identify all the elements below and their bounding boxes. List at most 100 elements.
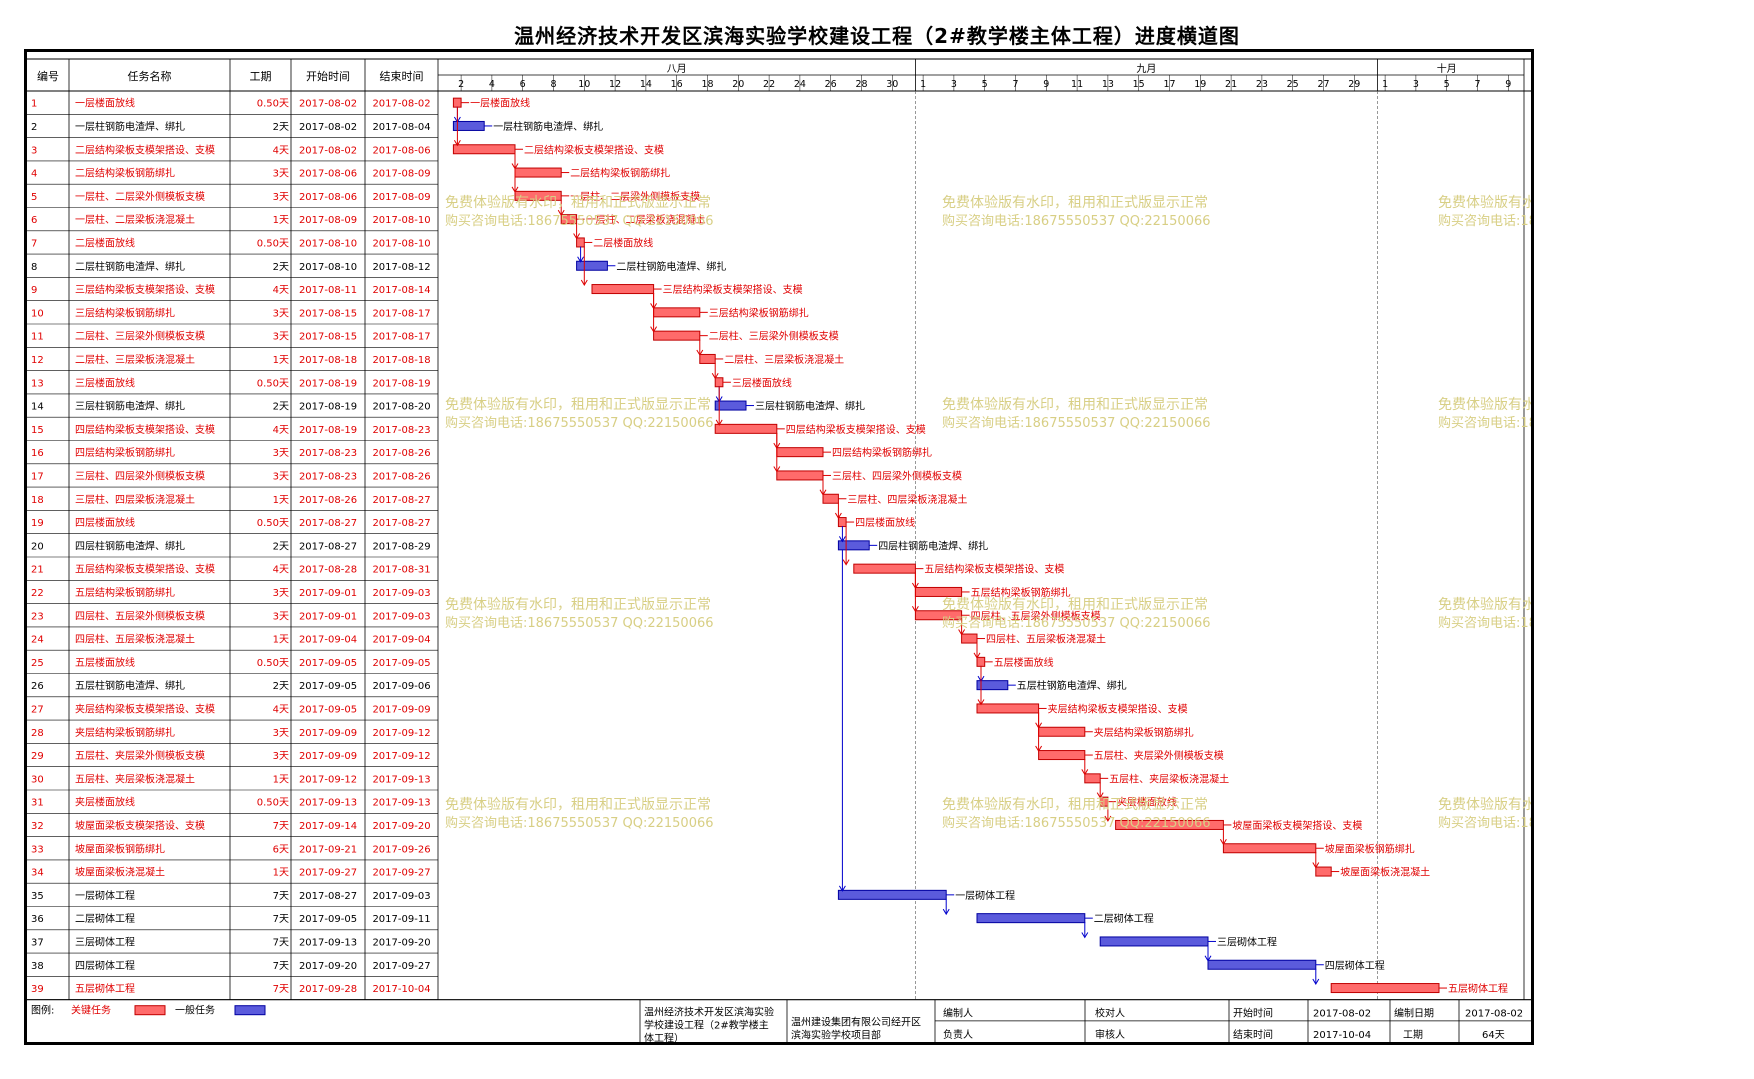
task-end: 2017-09-27	[372, 961, 430, 972]
task-duration: 7天	[273, 891, 289, 902]
task-end: 2017-08-14	[372, 285, 430, 296]
task-start: 2017-09-20	[299, 961, 357, 972]
footer-duration-label: 工期	[1403, 1029, 1423, 1041]
gantt-bar	[976, 703, 1040, 714]
bar-label: 三层柱、四层梁外侧模板支模	[832, 469, 962, 482]
task-start: 2017-09-01	[299, 611, 357, 622]
footer-checker-label: 校对人	[1095, 1007, 1125, 1020]
legend-normal-label: 一般任务	[175, 1004, 215, 1017]
watermark-line2: 购买咨询电话:18675550537 QQ:22150066	[445, 615, 714, 631]
task-duration: 4天	[273, 145, 289, 156]
gantt-bar	[653, 307, 701, 318]
footer-owner-label: 负责人	[943, 1028, 973, 1041]
task-start: 2017-08-09	[299, 215, 357, 226]
dependency-arrow	[453, 139, 461, 147]
task-end: 2017-09-12	[372, 751, 430, 762]
footer-company: 温州建设集团有限公司经开区	[791, 1016, 921, 1029]
task-start: 2017-08-06	[299, 192, 357, 203]
task-id: 13	[31, 378, 44, 389]
task-end: 2017-09-04	[372, 635, 430, 646]
task-duration: 3天	[273, 588, 289, 599]
task-duration: 7天	[273, 984, 289, 995]
watermark-line1: 免费体验版有水印，租用和正式版显示正常	[942, 397, 1208, 413]
task-end: 2017-08-10	[372, 215, 430, 226]
task-end: 2017-08-29	[372, 541, 430, 552]
gantt-bar	[576, 237, 585, 248]
task-name: 三层柱钢筋电渣焊、绑扎	[75, 400, 185, 413]
gantt-bar	[1330, 983, 1440, 994]
watermark-line1: 免费体验版有水印，租用和正式版显示正常	[1438, 195, 1531, 211]
task-name: 五层结构梁板钢筋绑扎	[75, 586, 175, 599]
task-start: 2017-09-28	[299, 984, 357, 995]
task-name: 三层柱、四层梁外侧模板支模	[75, 469, 205, 482]
legend-label: 图例:	[31, 1004, 54, 1017]
bar-label: 三层结构梁板支模架搭设、支模	[663, 283, 803, 296]
task-duration: 3天	[273, 448, 289, 459]
task-name: 四层柱、五层梁板浇混凝土	[75, 633, 195, 646]
task-name: 五层砌体工程	[75, 983, 135, 995]
task-start: 2017-09-05	[299, 658, 357, 669]
bar-label: 坡屋面梁板钢筋绑扎	[1325, 842, 1415, 855]
gantt-bar	[714, 423, 778, 434]
task-duration: 3天	[273, 611, 289, 622]
task-duration: 0.50天	[257, 378, 289, 389]
task-start: 2017-09-13	[299, 798, 357, 809]
task-end: 2017-08-09	[372, 192, 430, 203]
gantt-bar	[452, 120, 485, 131]
footer-start-label: 开始时间	[1233, 1007, 1273, 1020]
gantt-bar	[914, 586, 963, 597]
dependency-arrow	[958, 629, 966, 636]
bar-label: 三层结构梁板钢筋绑扎	[709, 306, 809, 319]
legend-critical-label: 关键任务	[71, 1004, 111, 1017]
task-start: 2017-08-10	[299, 262, 357, 273]
task-id: 22	[31, 588, 44, 599]
task-name: 一层砌体工程	[75, 890, 135, 902]
dependency-arrow	[573, 233, 581, 240]
task-end: 2017-08-26	[372, 448, 430, 459]
bar-label: 五层柱钢筋电渣焊、绑扎	[1017, 679, 1127, 692]
task-name: 三层砌体工程	[75, 936, 135, 948]
bar-label: 三层砌体工程	[1217, 936, 1277, 948]
bar-label: 五层结构梁板支模架搭设、支模	[924, 563, 1064, 576]
task-end: 2017-09-27	[372, 868, 430, 879]
task-end: 2017-09-11	[372, 914, 430, 925]
gantt-bar	[653, 330, 701, 341]
task-name: 一层楼面放线	[75, 97, 135, 110]
task-end: 2017-08-17	[372, 308, 430, 319]
task-id: 35	[31, 891, 44, 902]
task-end: 2017-09-12	[372, 728, 430, 739]
gantt-bar	[1207, 959, 1317, 970]
gantt-bar	[452, 97, 462, 108]
bar-label: 五层结构梁板钢筋绑扎	[971, 586, 1071, 599]
task-start: 2017-08-02	[299, 145, 357, 156]
task-name: 夹层楼面放线	[75, 796, 135, 809]
task-duration: 3天	[273, 728, 289, 739]
task-name: 五层结构梁板支模架搭设、支模	[75, 563, 215, 576]
header-start: 开始时间	[306, 69, 350, 83]
task-end: 2017-08-19	[372, 378, 430, 389]
footer-date-value: 2017-08-02	[1465, 1009, 1523, 1020]
task-id: 36	[31, 914, 44, 925]
task-name: 夹层结构梁板支模架搭设、支模	[75, 702, 215, 715]
task-start: 2017-09-12	[299, 774, 357, 785]
task-duration: 0.50天	[257, 518, 289, 529]
watermark-line2: 购买咨询电话:18675550537 QQ:22150066	[942, 615, 1211, 631]
task-end: 2017-08-26	[372, 471, 430, 482]
watermark-line2: 购买咨询电话:18675550537 QQ:22150066	[1438, 213, 1531, 229]
watermark-line2: 购买咨询电话:18675550537 QQ:22150066	[1438, 615, 1531, 631]
task-start: 2017-09-05	[299, 914, 357, 925]
task-duration: 2天	[273, 122, 289, 133]
task-duration: 4天	[273, 704, 289, 715]
task-id: 31	[31, 798, 44, 809]
bar-label: 夹层结构梁板钢筋绑扎	[1094, 726, 1194, 739]
task-id: 7	[31, 238, 37, 249]
task-name: 二层砌体工程	[75, 913, 135, 925]
dependency-arrow	[911, 605, 919, 613]
task-duration: 0.50天	[257, 658, 289, 669]
task-id: 12	[31, 355, 44, 366]
bar-label: 三层楼面放线	[732, 376, 792, 389]
dependency-arrow	[1035, 745, 1043, 753]
watermark-line2: 购买咨询电话:18675550537 QQ:22150066	[942, 213, 1211, 229]
task-duration: 1天	[273, 495, 289, 506]
task-name: 二层结构梁板钢筋绑扎	[75, 167, 175, 180]
